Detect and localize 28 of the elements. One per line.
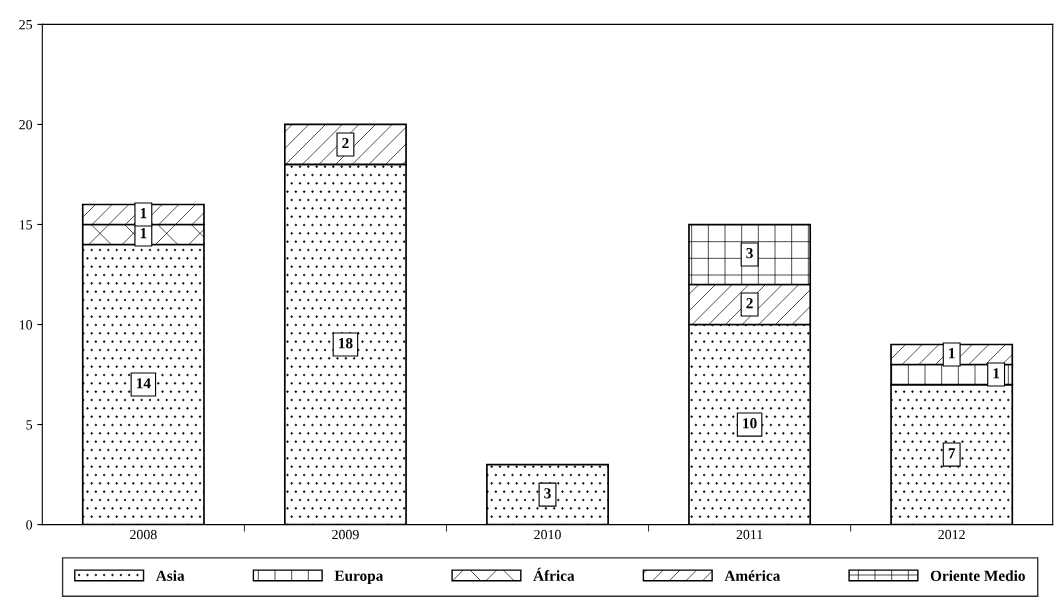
- data-label: 7: [948, 448, 956, 459]
- x-tick-label: 2012: [938, 529, 965, 540]
- data-label: 18: [339, 338, 353, 349]
- data-label: 2: [342, 138, 349, 149]
- data-label: 1: [949, 348, 955, 359]
- data-label: 1: [993, 368, 1000, 379]
- y-tick-label: 0: [26, 520, 33, 530]
- y-tick-label: 25: [19, 20, 33, 30]
- data-label: 1: [140, 208, 147, 219]
- y-tick-label: 15: [19, 220, 33, 230]
- data-label: 10: [743, 418, 757, 429]
- y-tick-label: 10: [19, 320, 33, 330]
- data-label: 3: [746, 248, 753, 259]
- legend-label: África: [533, 567, 575, 581]
- data-label: 1: [140, 228, 147, 239]
- x-tick-label: 2010: [534, 529, 561, 540]
- y-tick-label: 5: [26, 420, 33, 430]
- legend-label: Oriente Medio: [930, 570, 1025, 581]
- data-label: 2: [746, 298, 753, 309]
- x-tick-label: 2009: [332, 529, 359, 540]
- y-tick-label: 20: [19, 120, 33, 130]
- x-tick-label: 2011: [736, 529, 763, 540]
- legend-label: Asia: [155, 570, 185, 581]
- legend-label: Europa: [334, 570, 384, 585]
- legend-label: América: [724, 570, 781, 581]
- x-tick-label: 2008: [130, 529, 157, 540]
- data-label: 3: [544, 488, 551, 499]
- data-label: 14: [136, 378, 151, 389]
